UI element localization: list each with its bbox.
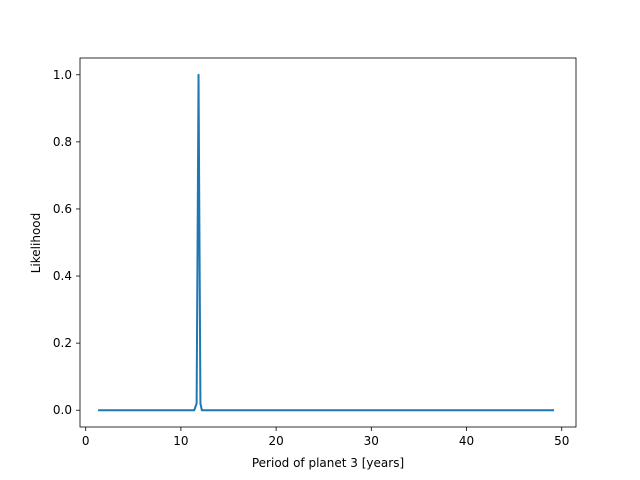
x-tick-label: 40 <box>459 434 474 448</box>
y-tick-label: 0.0 <box>53 403 72 417</box>
series-layer <box>98 73 555 412</box>
x-tick-label: 30 <box>364 434 379 448</box>
x-tick-label: 10 <box>173 434 188 448</box>
x-tick-label: 20 <box>268 434 283 448</box>
series-line-0 <box>98 73 555 412</box>
x-tick-label: 50 <box>554 434 569 448</box>
plot-frame <box>79 57 577 428</box>
x-axis-label: Period of planet 3 [years] <box>252 456 404 470</box>
y-tick-label: 0.8 <box>53 135 72 149</box>
y-tick-label: 1.0 <box>53 68 72 82</box>
x-axis: 0 10 20 30 40 50 <box>82 427 569 448</box>
y-axis: 0.0 0.2 0.4 0.6 0.8 1.0 <box>53 68 80 417</box>
y-axis-label: Likelihood <box>29 213 43 274</box>
x-tick-label: 0 <box>82 434 90 448</box>
y-tick-label: 0.6 <box>53 202 72 216</box>
y-tick-label: 0.4 <box>53 269 72 283</box>
y-tick-label: 0.2 <box>53 336 72 350</box>
